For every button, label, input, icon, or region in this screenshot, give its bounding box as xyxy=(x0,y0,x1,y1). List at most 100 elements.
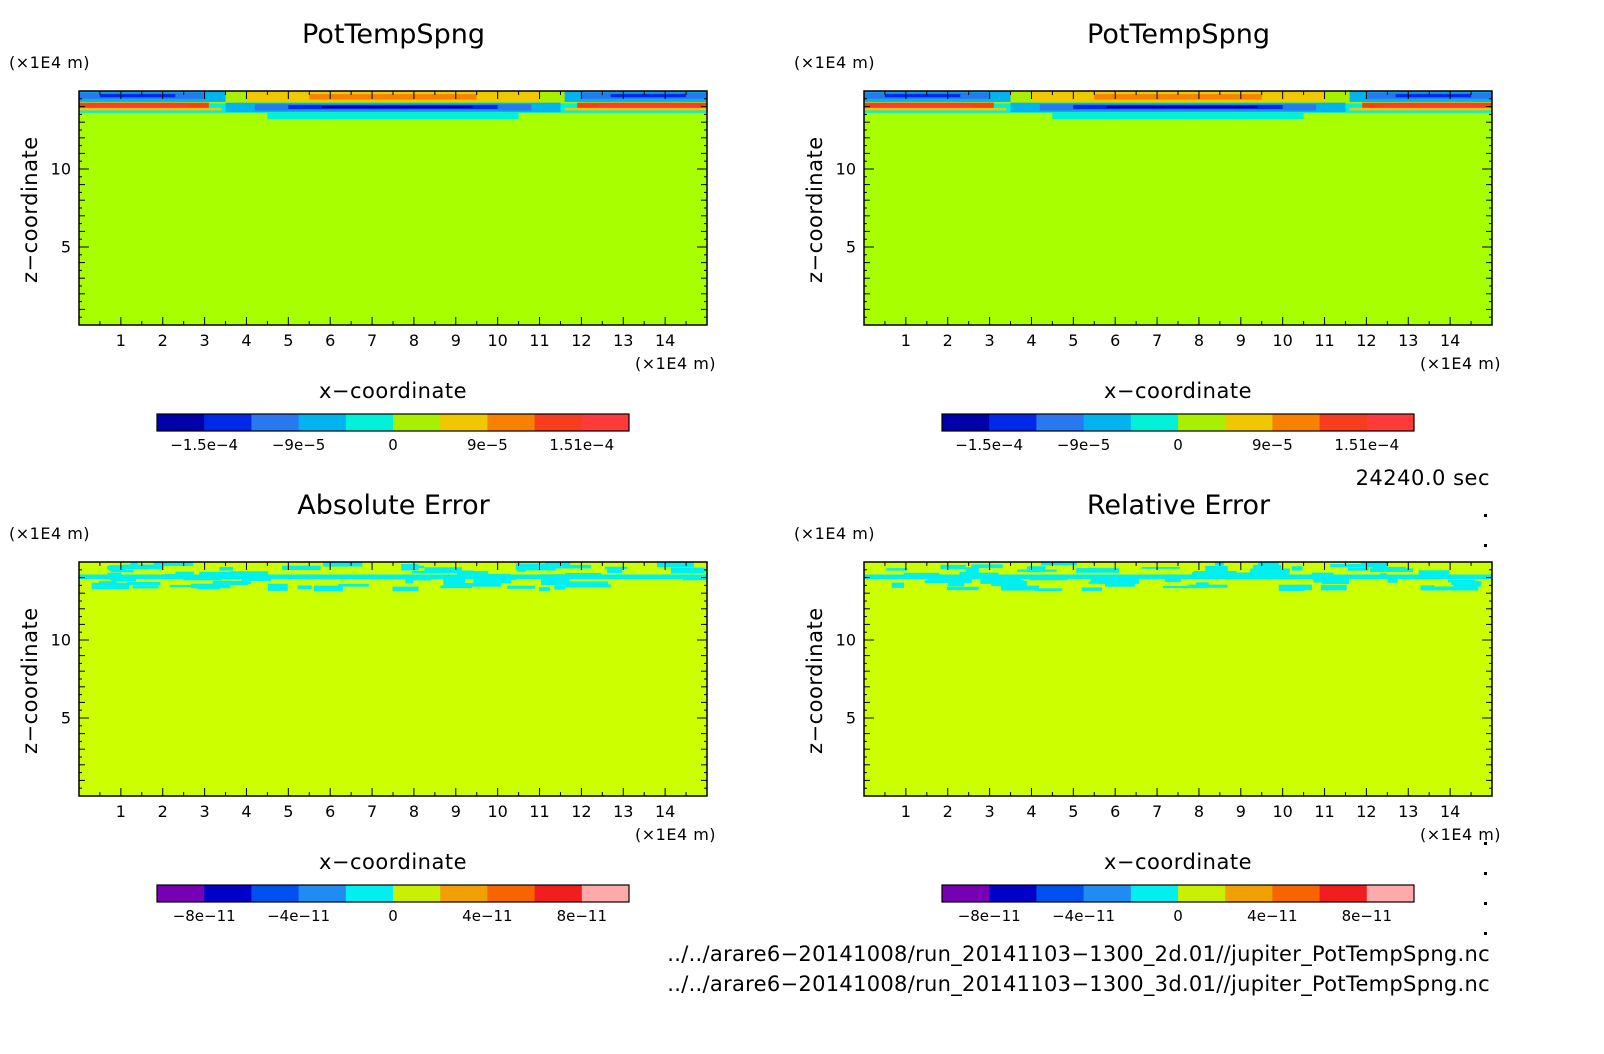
colorbar-tick-label: 1.51e−4 xyxy=(1334,436,1400,454)
x-tick-label: 5 xyxy=(283,331,294,350)
field-contour xyxy=(87,104,188,108)
x-tick-label: 4 xyxy=(241,802,252,821)
x-tick-label: 6 xyxy=(325,331,336,350)
x-tick-label: 9 xyxy=(450,331,461,350)
time-label: 24240.0 sec xyxy=(1355,466,1490,490)
colorbar-tick-label: 4e−11 xyxy=(462,907,513,925)
error-patch xyxy=(1195,582,1209,587)
error-patch xyxy=(1453,583,1479,591)
colorbar-swatch xyxy=(989,414,1037,431)
error-patch xyxy=(111,576,137,582)
colorbar-swatch xyxy=(581,885,630,902)
x-tick-label: 13 xyxy=(613,331,634,350)
colorbar-swatch xyxy=(1366,885,1415,902)
x-tick-label: 9 xyxy=(1235,331,1246,350)
colorbar-tick-label: −4e−11 xyxy=(267,907,331,925)
margin-dot-mark xyxy=(1484,544,1487,547)
colorbar-tick-label: 4e−11 xyxy=(1247,907,1298,925)
error-patch xyxy=(443,578,466,586)
error-patch xyxy=(924,580,944,584)
error-patch xyxy=(107,572,122,579)
error-patch xyxy=(604,566,628,570)
colorbar-swatch xyxy=(1225,885,1273,902)
y-tick-label: 5 xyxy=(845,708,856,728)
colorbar-tick-label: 0 xyxy=(388,436,398,454)
error-patch xyxy=(313,585,343,592)
error-patch xyxy=(1249,571,1289,578)
error-patch xyxy=(940,564,966,570)
error-patch xyxy=(607,567,623,574)
error-patch xyxy=(297,585,312,590)
error-patch xyxy=(1334,575,1366,579)
colorbar-swatch xyxy=(1178,414,1226,431)
x-tick-label: 7 xyxy=(366,331,378,350)
error-patch xyxy=(282,565,321,571)
y-tick-label: 10 xyxy=(50,159,71,179)
error-patch xyxy=(241,577,272,581)
x-tick-label: 13 xyxy=(1398,331,1419,350)
colorbar-tick-label: 9e−5 xyxy=(466,436,508,454)
x-tick-label: 1 xyxy=(115,331,126,350)
colorbar-tick-label: 8e−11 xyxy=(1341,907,1393,925)
error-patch xyxy=(539,574,578,577)
colorbar-tick-label: −9e−5 xyxy=(271,436,326,454)
error-patch xyxy=(1088,567,1097,571)
field-contour xyxy=(564,107,707,111)
field-contour xyxy=(99,94,176,98)
error-patch xyxy=(322,562,363,567)
x-tick-label: 14 xyxy=(654,331,676,350)
x-tick-label: 2 xyxy=(157,331,168,350)
x-tick-label: 12 xyxy=(571,802,592,821)
field-contour xyxy=(1106,105,1258,109)
colorbar-swatch xyxy=(989,885,1037,902)
error-patch xyxy=(1371,562,1388,568)
y-tick-label: 5 xyxy=(60,237,71,257)
field-contour xyxy=(1395,94,1472,98)
error-patch xyxy=(153,562,194,567)
error-patch xyxy=(517,568,527,572)
colorbar-swatch xyxy=(298,414,347,431)
x-tick-label: 5 xyxy=(1068,802,1079,821)
colorbar-swatch xyxy=(251,885,300,902)
colorbar-tick-label: −1.5e−4 xyxy=(955,436,1024,454)
error-patch xyxy=(98,581,117,584)
error-patch xyxy=(127,582,161,586)
error-patch xyxy=(670,567,705,574)
x-tick-label: 1 xyxy=(900,331,911,350)
colorbar-swatch xyxy=(157,414,205,431)
colorbar-swatch xyxy=(1319,885,1368,902)
x-tick-label: 13 xyxy=(1398,802,1419,821)
colorbar-frame xyxy=(156,884,630,903)
x-axis-label: x−coordinate xyxy=(318,379,468,403)
x-axis-label: x−coordinate xyxy=(318,850,468,874)
x-tick-label: 7 xyxy=(1151,802,1163,821)
error-patch xyxy=(190,583,231,589)
error-patch xyxy=(1191,572,1220,576)
colorbar-tick-label: −8e−11 xyxy=(172,907,236,925)
x-tick-label: 10 xyxy=(1272,802,1293,821)
error-patch xyxy=(1205,565,1228,573)
field-contour xyxy=(321,105,473,109)
field-contour xyxy=(1383,104,1484,108)
error-patch xyxy=(971,564,1003,569)
error-patch xyxy=(1035,588,1063,592)
error-patch xyxy=(212,580,248,586)
error-patch xyxy=(1250,568,1290,574)
colorbar-swatch xyxy=(440,885,488,902)
error-patch xyxy=(539,587,550,592)
error-patch xyxy=(424,567,462,573)
error-patch xyxy=(946,586,979,591)
field-contour xyxy=(598,104,699,108)
x-tick-label: 14 xyxy=(654,802,676,821)
x-axis-unit: (×1E4 m) xyxy=(1420,825,1502,844)
error-patch xyxy=(407,578,432,581)
y-axis-unit: (×1E4 m) xyxy=(794,524,876,543)
error-patch xyxy=(464,582,502,587)
error-patch xyxy=(404,565,425,569)
x-tick-label: 2 xyxy=(157,802,168,821)
error-patch xyxy=(108,565,127,571)
x-tick-label: 10 xyxy=(487,331,508,350)
error-patch xyxy=(1387,578,1398,583)
margin-dot-mark xyxy=(1484,514,1487,517)
colorbar xyxy=(941,413,1415,432)
